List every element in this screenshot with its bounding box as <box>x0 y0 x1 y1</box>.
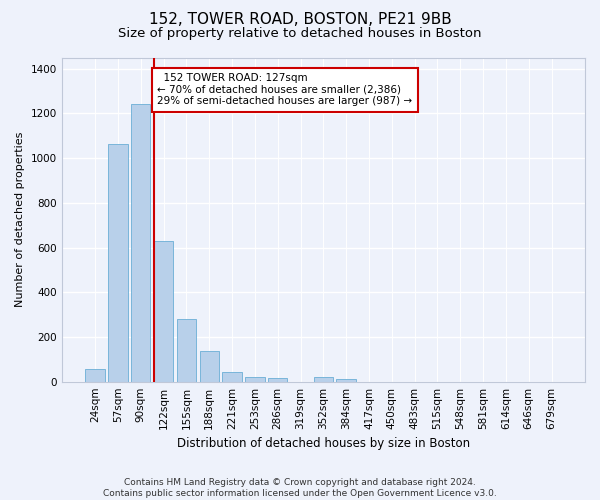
Text: 152 TOWER ROAD: 127sqm
← 70% of detached houses are smaller (2,386)
29% of semi-: 152 TOWER ROAD: 127sqm ← 70% of detached… <box>157 73 412 106</box>
Bar <box>245 377 265 382</box>
Bar <box>337 380 356 382</box>
Bar <box>85 370 105 382</box>
Bar <box>223 372 242 382</box>
Bar <box>154 241 173 382</box>
Bar <box>314 377 333 382</box>
Bar <box>131 104 151 382</box>
Text: Size of property relative to detached houses in Boston: Size of property relative to detached ho… <box>118 28 482 40</box>
Bar <box>108 144 128 382</box>
Bar <box>177 319 196 382</box>
Text: 152, TOWER ROAD, BOSTON, PE21 9BB: 152, TOWER ROAD, BOSTON, PE21 9BB <box>149 12 451 28</box>
Text: Contains HM Land Registry data © Crown copyright and database right 2024.
Contai: Contains HM Land Registry data © Crown c… <box>103 478 497 498</box>
X-axis label: Distribution of detached houses by size in Boston: Distribution of detached houses by size … <box>177 437 470 450</box>
Bar <box>200 352 219 382</box>
Bar <box>268 378 287 382</box>
Y-axis label: Number of detached properties: Number of detached properties <box>15 132 25 308</box>
